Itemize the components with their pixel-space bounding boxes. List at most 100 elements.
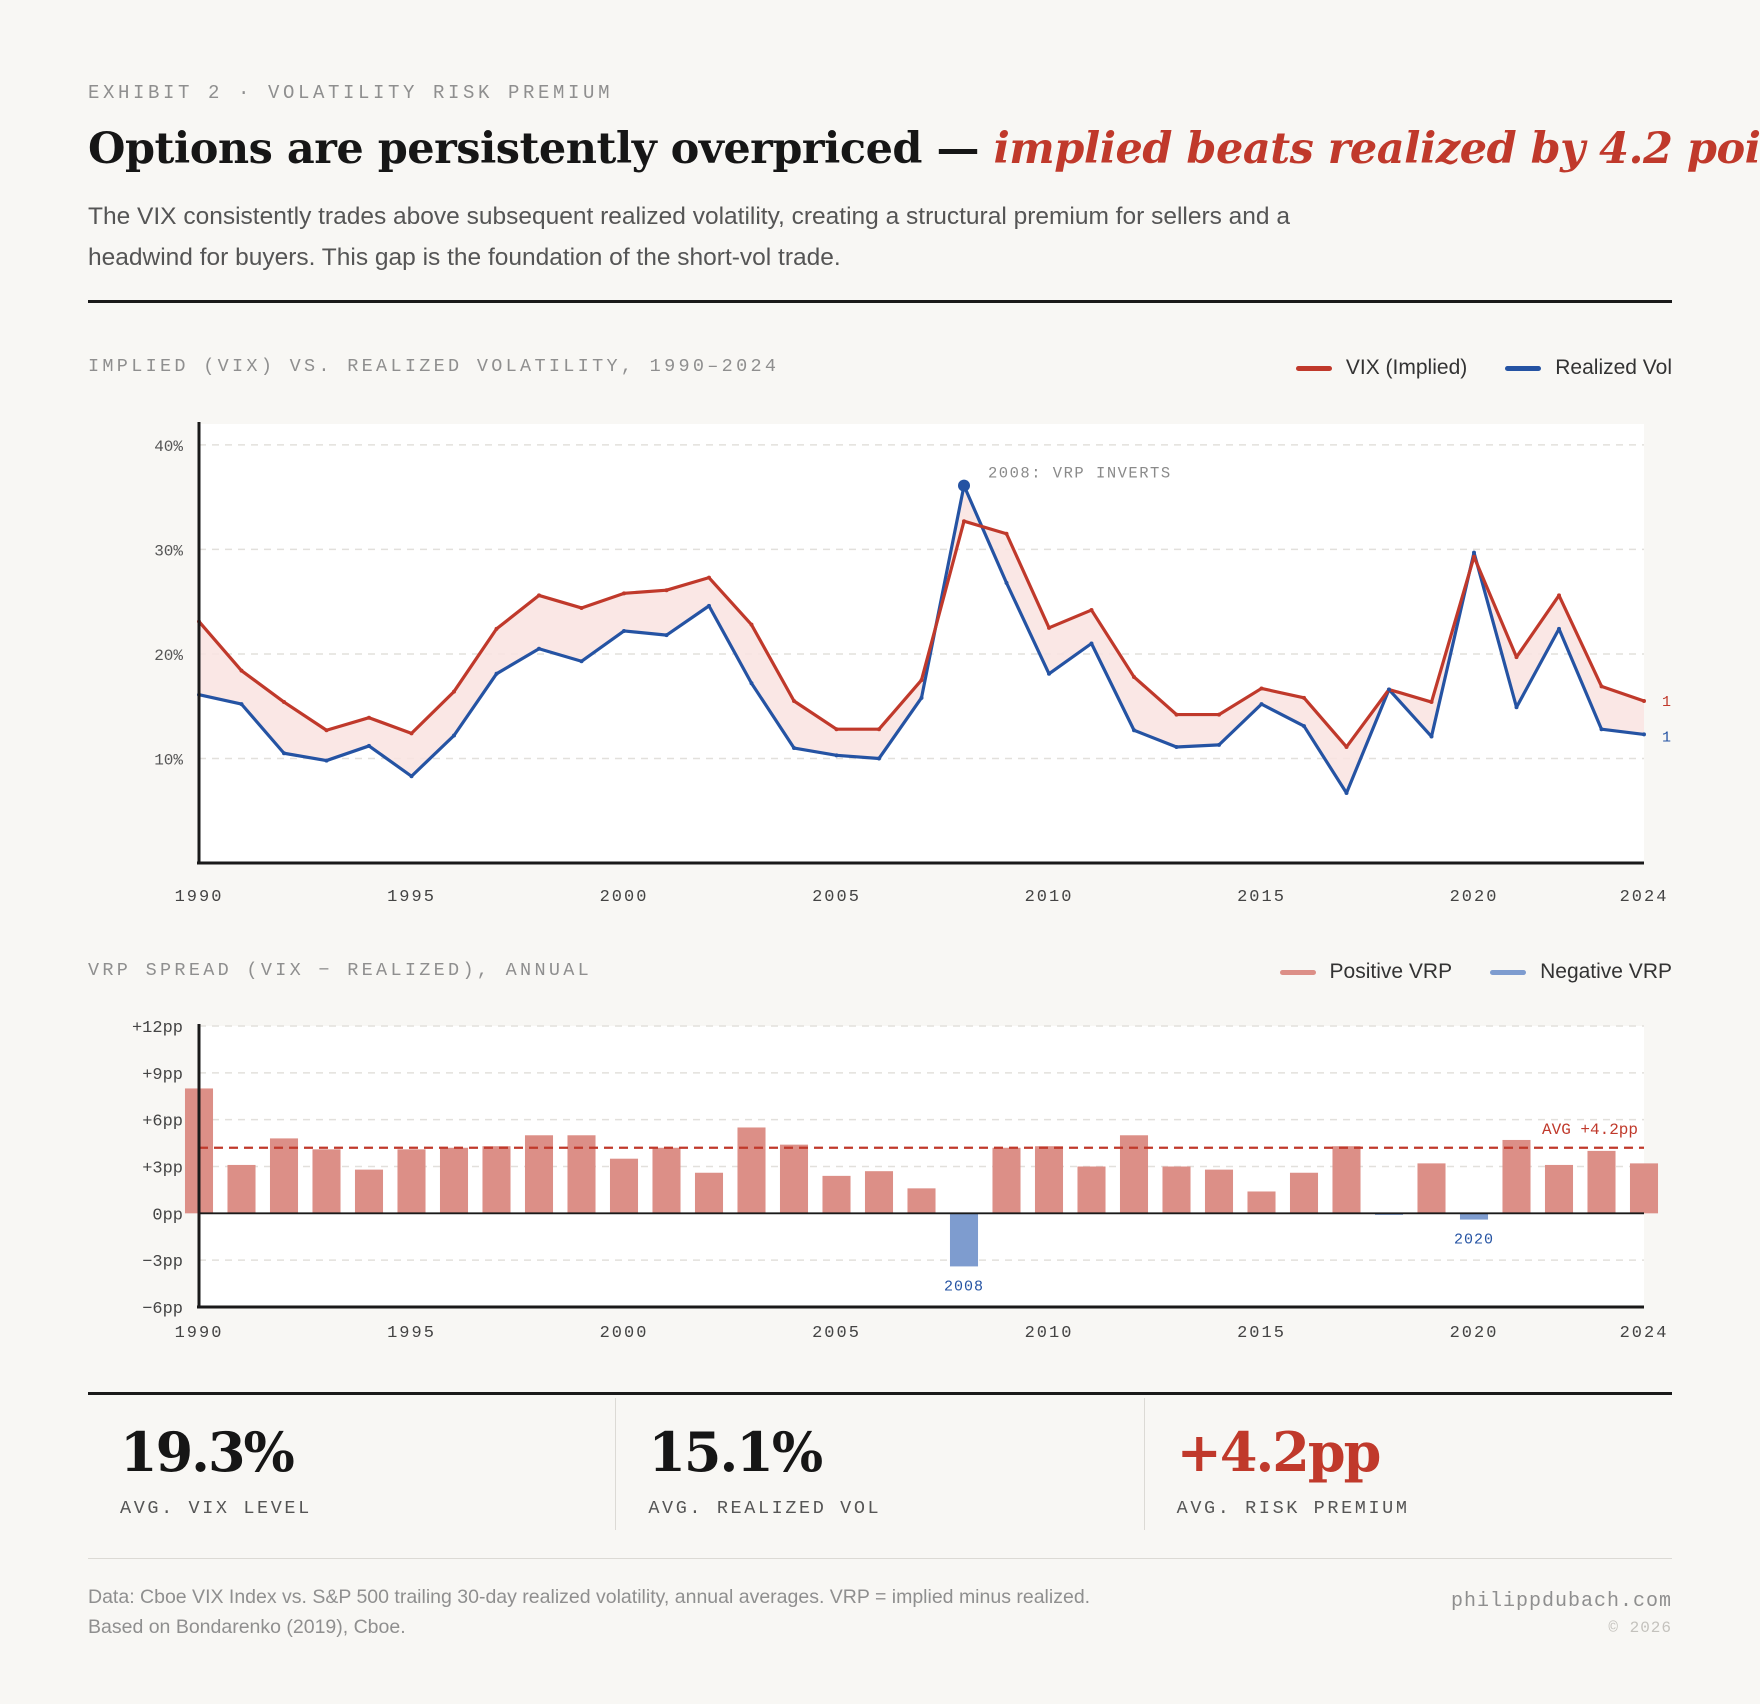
- footnote: Data: Cboe VIX Index vs. S&P 500 trailin…: [88, 1582, 1238, 1642]
- x-tick-label: 2000: [600, 1324, 649, 1343]
- realized-point: [1217, 742, 1221, 747]
- vix-point: [1302, 695, 1306, 700]
- vix-point: [409, 731, 414, 736]
- vrp-bar: [694, 1172, 724, 1214]
- vrp-bar: [1289, 1172, 1319, 1214]
- vrp-bar: [269, 1138, 299, 1214]
- realized-point: [792, 746, 796, 751]
- vrp-bar: [227, 1164, 256, 1214]
- vix-point: [1089, 608, 1094, 613]
- realized-point: [622, 628, 626, 633]
- realized-end-label: 1: [1662, 729, 1671, 746]
- vrp-bar: [779, 1144, 809, 1214]
- vrp-bar: [1459, 1213, 1489, 1220]
- realized-point: [877, 756, 881, 761]
- vrp-bar: [864, 1171, 894, 1214]
- y-tick-label: −6pp: [142, 1300, 183, 1319]
- legend-negative-label: Negative VRP: [1540, 960, 1672, 983]
- vix-point: [367, 715, 371, 720]
- vix-end-label: 1: [1662, 694, 1671, 711]
- title-main: Options are persistently overpriced —: [88, 124, 979, 174]
- footnote-line-1: Data: Cboe VIX Index vs. S&P 500 trailin…: [88, 1586, 1091, 1608]
- x-tick-label: 2024: [1620, 888, 1669, 907]
- realized-point: [452, 733, 456, 738]
- vix-point: [792, 698, 796, 703]
- realized-point: [409, 774, 414, 779]
- x-tick-label: 2015: [1237, 888, 1286, 907]
- y-tick-label: +6pp: [142, 1113, 183, 1132]
- vix-point: [239, 668, 244, 673]
- vix-point: [1047, 625, 1051, 630]
- page-subtitle: The VIX consistently trades above subseq…: [88, 203, 1290, 271]
- vrp-bar: [1247, 1191, 1276, 1214]
- realized-point: [239, 702, 244, 707]
- bar-chart: +12pp +9pp +6pp +3pp 0pp −3pp −6pp AVG +4.2pp 20…: [132, 1019, 1669, 1343]
- vix-point: [282, 700, 286, 705]
- vix-point: [919, 678, 924, 683]
- y-tick-label: 10%: [154, 751, 183, 769]
- vix-point: [877, 727, 881, 732]
- exhibit-eyebrow: EXHIBIT 2 · VOLATILITY RISK PREMIUM: [88, 82, 614, 104]
- realized-point: [537, 646, 541, 651]
- legend-negative: Negative VRP: [1490, 960, 1672, 984]
- bar-label: 2020: [1454, 1232, 1494, 1249]
- vix-point: [1642, 698, 1646, 703]
- stat-avg-vix-value: 19.3%: [120, 1420, 295, 1484]
- realized-point: [1514, 705, 1519, 710]
- vrp-bar: [822, 1175, 851, 1214]
- x-tick-label: 2005: [812, 1324, 861, 1343]
- site-link[interactable]: philippdubach.com: [1450, 1590, 1672, 1613]
- realized-point: [1642, 732, 1646, 737]
- plot-background: [199, 424, 1644, 863]
- realized-point: [1557, 626, 1561, 631]
- stat-avg-premium-label: AVG. RISK PREMIUM: [1176, 1498, 1410, 1519]
- legend-realized-swatch: [1505, 365, 1542, 371]
- realized-point: [1004, 580, 1009, 585]
- realized-point: [1387, 687, 1391, 692]
- x-tick-label: 2010: [1025, 1324, 1074, 1343]
- x-tick-label: 2020: [1450, 1324, 1499, 1343]
- bar-chart-title: VRP SPREAD (VIX − REALIZED), ANNUAL: [88, 960, 593, 981]
- footnote-line-2: Based on Bondarenko (2019), Cboe.: [88, 1616, 406, 1638]
- vrp-bar: [1077, 1166, 1106, 1214]
- realized-point: [1344, 790, 1349, 795]
- vrp-bar: [949, 1213, 979, 1267]
- y-tick-label: 20%: [154, 647, 183, 665]
- vrp-bar: [1204, 1169, 1234, 1214]
- x-tick-label: 2000: [600, 888, 649, 907]
- vix-point: [1004, 531, 1009, 536]
- annotation-marker: [958, 479, 970, 492]
- vrp-bar: [1417, 1163, 1446, 1214]
- annotation-label: 2008: VRP INVERTS: [988, 465, 1172, 483]
- legend-positive-label: Positive VRP: [1329, 960, 1453, 983]
- y-tick-label: +3pp: [142, 1160, 183, 1179]
- legend-positive-swatch: [1279, 969, 1316, 975]
- legend-vix-label: VIX (Implied): [1345, 356, 1468, 379]
- stat-avg-premium-value: +4.2pp: [1176, 1420, 1382, 1484]
- y-tick-label: 30%: [154, 542, 183, 560]
- x-tick-label: 2024: [1620, 1324, 1669, 1343]
- stat-avg-realized-label: AVG. REALIZED VOL: [648, 1498, 882, 1519]
- vix-point: [1514, 655, 1519, 660]
- page-title: Options are persistently overpriced — im…: [88, 124, 1760, 174]
- vix-point: [1217, 712, 1221, 717]
- y-tick-label: −3pp: [142, 1253, 183, 1272]
- stat-avg-realized: 15.1% AVG. REALIZED VOL: [615, 1398, 1143, 1530]
- realized-point: [749, 681, 754, 686]
- realized-point: [834, 753, 839, 758]
- realized-point: [324, 758, 329, 763]
- vrp-bar: [652, 1147, 681, 1214]
- vrp-bar: [354, 1169, 384, 1214]
- vrp-bar: [1587, 1150, 1616, 1214]
- vix-point: [1599, 684, 1604, 689]
- legend-vix-swatch: [1295, 365, 1332, 371]
- y-tick-label: +12pp: [132, 1019, 183, 1038]
- vrp-bar: [397, 1149, 426, 1214]
- legend-vix: VIX (Implied): [1295, 356, 1468, 380]
- line-chart-legend: VIX (Implied) Realized Vol: [1295, 356, 1672, 380]
- realized-point: [1174, 744, 1179, 749]
- realized-point: [1429, 734, 1434, 739]
- realized-point: [1132, 728, 1136, 733]
- x-tick-label: 1995: [387, 1324, 436, 1343]
- bar-chart-legend: Positive VRP Negative VRP: [1279, 960, 1672, 984]
